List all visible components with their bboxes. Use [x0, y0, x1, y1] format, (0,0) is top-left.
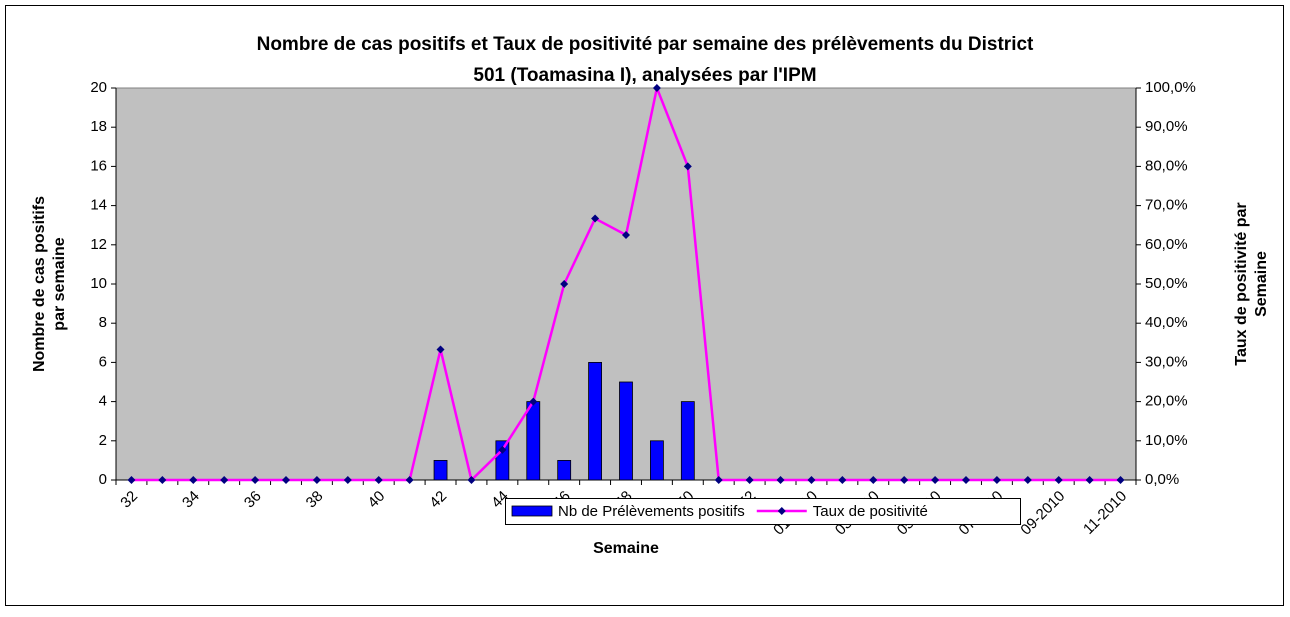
legend-label: Taux de positivité — [813, 503, 928, 520]
line-marker — [374, 476, 383, 484]
y2-tick-label: 100,0% — [1145, 79, 1196, 96]
y2-tick-label: 30,0% — [1145, 353, 1188, 370]
bar — [526, 401, 541, 481]
line-marker — [962, 476, 970, 484]
y2-tick-label: 80,0% — [1145, 157, 1188, 174]
y2-tick-label: 20,0% — [1145, 393, 1188, 410]
line-marker — [1054, 476, 1063, 484]
legend-swatch — [777, 507, 786, 515]
line-marker — [529, 397, 538, 406]
line-marker — [158, 476, 167, 484]
chart-title: 501 (Toamasina I), analysées par l'IPM — [473, 65, 816, 86]
y2-axis-label: Semaine — [1253, 251, 1270, 317]
y-axis-label: Nombre de cas positifs — [31, 196, 48, 372]
line-marker — [189, 476, 198, 484]
y2-tick-label: 60,0% — [1145, 236, 1188, 253]
line-marker — [683, 162, 692, 171]
y-tick-label: 14 — [90, 197, 107, 214]
y-tick-label: 16 — [90, 157, 107, 174]
line-marker — [1116, 476, 1125, 484]
y-tick-label: 10 — [90, 275, 107, 292]
line-marker — [992, 476, 1001, 484]
chart-title: Nombre de cas positifs et Taux de positi… — [257, 34, 1034, 55]
line-marker — [312, 476, 321, 484]
line-marker — [282, 476, 290, 484]
y2-tick-label: 0,0% — [1145, 471, 1179, 488]
line-marker — [591, 214, 600, 223]
line-marker — [807, 476, 816, 484]
bar — [619, 381, 633, 481]
x-axis-label: Semaine — [593, 540, 659, 557]
line-marker — [405, 476, 414, 484]
line-marker — [498, 445, 507, 454]
bar — [495, 440, 510, 481]
bar — [650, 440, 664, 481]
line-marker — [776, 476, 785, 484]
legend-label: Nb de Prélèvements positifs — [558, 503, 745, 520]
bar — [433, 459, 448, 481]
y2-tick-label: 10,0% — [1145, 432, 1188, 449]
y2-tick-label: 50,0% — [1145, 275, 1188, 292]
line-marker — [745, 476, 754, 484]
line-marker — [343, 476, 352, 484]
y2-tick-label: 70,0% — [1145, 197, 1188, 214]
y-axis-label: par semaine — [51, 237, 68, 330]
bar — [680, 401, 695, 481]
y2-tick-label: 90,0% — [1145, 118, 1188, 135]
y-tick-label: 2 — [99, 432, 107, 449]
y2-axis-label: Taux de positivité par — [1233, 202, 1250, 365]
line-marker — [436, 345, 445, 354]
line-marker — [251, 476, 260, 484]
bar — [557, 459, 572, 481]
y-tick-label: 8 — [99, 314, 107, 331]
bar — [588, 361, 602, 481]
line-marker — [467, 476, 476, 484]
line-marker — [869, 476, 878, 484]
line-marker — [220, 476, 229, 484]
y-tick-label: 12 — [90, 236, 107, 253]
y2-tick-label: 40,0% — [1145, 314, 1188, 331]
y-tick-label: 4 — [99, 393, 107, 410]
line-marker — [622, 231, 630, 239]
y-tick-label: 0 — [99, 471, 107, 488]
line-marker — [652, 84, 661, 92]
legend-swatch — [511, 505, 553, 517]
line-marker — [127, 476, 136, 484]
line-marker — [1023, 476, 1032, 484]
line-marker — [1085, 476, 1094, 484]
y-tick-label: 20 — [90, 79, 107, 96]
line-marker — [838, 476, 847, 484]
y-tick-label: 6 — [99, 353, 107, 370]
y-tick-label: 18 — [90, 118, 107, 135]
line-marker — [560, 280, 569, 288]
line-marker — [714, 476, 723, 484]
line-marker — [931, 476, 940, 484]
line-marker — [900, 476, 909, 484]
